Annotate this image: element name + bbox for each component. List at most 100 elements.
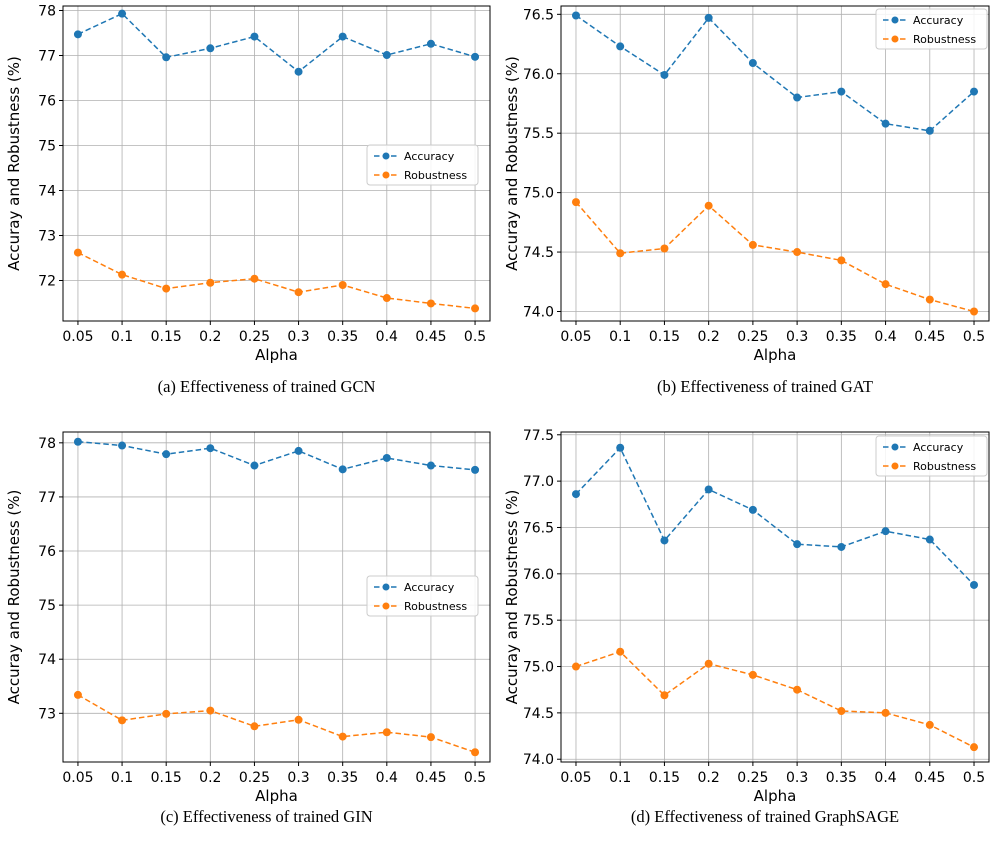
robustness-point — [118, 716, 127, 725]
accuracy-point — [471, 52, 480, 61]
plot-frame — [62, 5, 491, 322]
robustness-point — [206, 278, 215, 287]
x-tick-label: 0.2 — [199, 329, 221, 345]
y-tick-label: 77 — [38, 490, 56, 506]
y-tick-label: 76.0 — [523, 567, 554, 583]
y-tick-label: 75 — [38, 598, 56, 614]
x-tick-label: 0.1 — [111, 770, 133, 786]
y-axis-title: Accuray and Robustness (%) — [503, 490, 521, 705]
robustness-point — [118, 270, 127, 279]
y-tick-label: 77.0 — [523, 474, 554, 490]
x-tick-label: 0.4 — [874, 329, 896, 345]
x-tick-label: 0.45 — [914, 770, 945, 786]
x-tick-label: 0.45 — [415, 329, 446, 345]
robustness-point — [338, 732, 347, 741]
robustness-point — [970, 743, 979, 752]
robustness-point — [704, 201, 713, 210]
robustness-point — [748, 240, 757, 249]
robustness-point — [616, 647, 625, 656]
accuracy-point — [571, 11, 580, 20]
x-tick-label: 0.05 — [62, 770, 93, 786]
y-tick-label: 74.0 — [523, 752, 554, 768]
accuracy-point — [881, 527, 890, 536]
robustness-point — [426, 299, 435, 308]
x-tick-label: 0.05 — [560, 770, 591, 786]
accuracy-point — [382, 51, 391, 60]
legend-marker-robustness — [382, 602, 390, 610]
y-tick-label: 74 — [38, 184, 56, 200]
x-tick-label: 0.3 — [786, 329, 808, 345]
accuracy-point — [970, 87, 979, 96]
robustness-point — [837, 256, 846, 265]
robustness-point — [925, 720, 934, 729]
robustness-point — [660, 244, 669, 253]
x-tick-label: 0.1 — [111, 329, 133, 345]
x-tick-label: 0.5 — [464, 329, 486, 345]
robustness-point — [294, 715, 303, 724]
accuracy-point — [704, 485, 713, 494]
caption: (d) Effectiveness of trained GraphSAGE — [631, 807, 899, 826]
x-tick-label: 0.3 — [287, 770, 309, 786]
legend-label-robustness: Robustness — [913, 460, 976, 473]
chart-panel-1: 0.05 0.1 0.15 0.2 0.25 0.3 0.35 0.4 0.45 0.5 74.0 7… — [503, 5, 990, 396]
accuracy-point — [837, 87, 846, 96]
accuracy-point — [660, 70, 669, 79]
x-tick-label: 0.4 — [874, 770, 896, 786]
robustness-point — [881, 708, 890, 717]
accuracy-point — [73, 437, 82, 446]
accuracy-point — [206, 444, 215, 453]
legend-marker-robustness — [891, 462, 899, 470]
robustness-point — [837, 707, 846, 716]
accuracy-point — [881, 119, 890, 128]
legend-marker-accuracy — [382, 583, 390, 591]
accuracy-point — [426, 39, 435, 48]
robustness-point — [748, 670, 757, 679]
plot-frame — [560, 431, 990, 763]
robustness-point — [970, 307, 979, 316]
legend-marker-accuracy — [891, 16, 899, 24]
accuracy-point — [162, 53, 171, 62]
legend-label-accuracy: Accuracy — [913, 14, 964, 27]
legend-label-robustness: Robustness — [404, 169, 467, 182]
x-tick-label: 0.05 — [62, 329, 93, 345]
chart-panel-3: 0.05 0.1 0.15 0.2 0.25 0.3 0.35 0.4 0.45 0.5 74.0 7… — [503, 428, 990, 826]
y-tick-label: 76.0 — [523, 67, 554, 83]
y-tick-label: 73 — [38, 706, 56, 722]
x-tick-label: 0.25 — [737, 770, 768, 786]
robustness-point — [704, 659, 713, 668]
robustness-point — [73, 248, 82, 257]
robustness-point — [426, 733, 435, 742]
accuracy-point — [616, 443, 625, 452]
chart-panel-0: 0.05 0.1 0.15 0.2 0.25 0.3 0.35 0.4 0.45 0.5 72 73 7… — [5, 4, 491, 396]
y-axis-title: Accuray and Robustness (%) — [503, 56, 521, 271]
robustness-point — [294, 288, 303, 297]
accuracy-point — [660, 536, 669, 545]
accuracy-point — [382, 453, 391, 462]
accuracy-point — [571, 490, 580, 499]
accuracy-point — [704, 13, 713, 22]
x-tick-label: 0.5 — [963, 770, 985, 786]
robustness-point — [471, 304, 480, 313]
robustness-point — [616, 249, 625, 258]
x-tick-label: 0.35 — [826, 329, 857, 345]
robustness-point — [162, 709, 171, 718]
accuracy-series-line — [575, 14, 975, 132]
x-tick-label: 0.45 — [914, 329, 945, 345]
x-tick-label: 0.05 — [560, 329, 591, 345]
chart-panel-2: 0.05 0.1 0.15 0.2 0.25 0.3 0.35 0.4 0.45 0.5 73 74 7… — [5, 431, 491, 826]
accuracy-point — [793, 540, 802, 549]
accuracy-point — [471, 465, 480, 474]
accuracy-point — [250, 461, 259, 470]
x-tick-label: 0.1 — [609, 329, 631, 345]
x-tick-label: 0.3 — [287, 329, 309, 345]
legend-label-accuracy: Accuracy — [404, 581, 455, 594]
accuracy-point — [338, 465, 347, 474]
robustness-point — [793, 248, 802, 257]
robustness-point — [925, 295, 934, 304]
x-tick-label: 0.4 — [376, 770, 398, 786]
robustness-series-line — [575, 201, 975, 313]
caption: (a) Effectiveness of trained GCN — [158, 377, 376, 396]
y-tick-label: 78 — [38, 436, 56, 452]
x-tick-label: 0.15 — [649, 770, 680, 786]
accuracy-point — [616, 42, 625, 51]
